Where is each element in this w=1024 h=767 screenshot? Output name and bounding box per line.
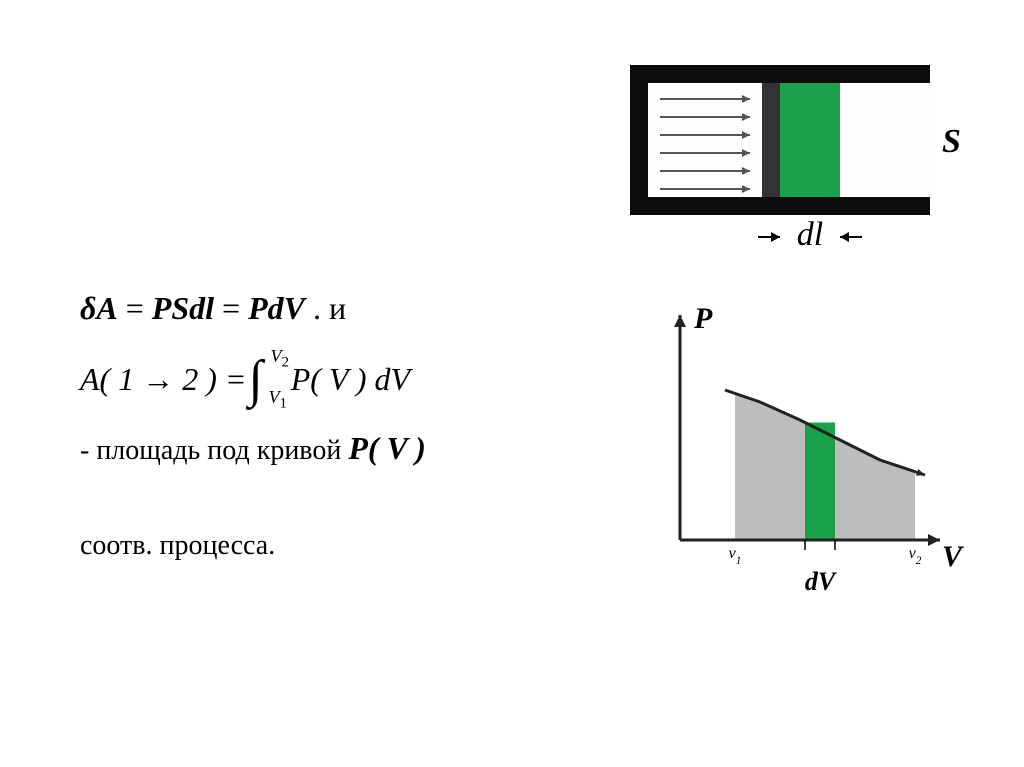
piston-diagram: Sdl (620, 55, 980, 275)
integral-upper: V2 (270, 346, 289, 372)
equation-work-integral: A( 1 → 2 ) = ∫ V2 V1 P( V ) dV (80, 350, 410, 409)
integral-lower: V1 (268, 387, 287, 413)
svg-text:dl: dl (797, 216, 823, 253)
stage: Sdl PVv1v2dV δA = PSdl = PdV . и A( 1 → … (0, 0, 1024, 767)
A-symbol: A (96, 290, 117, 326)
equals-1: = (118, 290, 152, 326)
svg-text:V: V (942, 540, 965, 573)
PdV: PdV (248, 290, 305, 326)
delta-symbol: δ (80, 290, 96, 326)
equation-work-differential: δA = PSdl = PdV . и (80, 290, 346, 327)
P-of-V: P( V ) (348, 430, 426, 466)
integral-sign: ∫ V2 V1 (248, 350, 262, 409)
text-process: соотв. процесса. (80, 530, 275, 562)
equals-2: = (214, 290, 248, 326)
svg-text:P: P (693, 302, 713, 335)
svg-text:S: S (942, 123, 961, 160)
text-area-under-curve: - площадь под кривой P( V ) (80, 430, 426, 467)
integrand: P( V ) dV (291, 361, 410, 398)
PSdl: PSdl (152, 290, 214, 326)
pv-diagram: PVv1v2dV (650, 300, 970, 620)
dot-and-i: . и (305, 290, 346, 326)
A-1-to-2: A( 1 → 2 ) = (80, 361, 246, 398)
area-text: - площадь под кривой (80, 435, 348, 466)
svg-text:dV: dV (805, 567, 838, 596)
